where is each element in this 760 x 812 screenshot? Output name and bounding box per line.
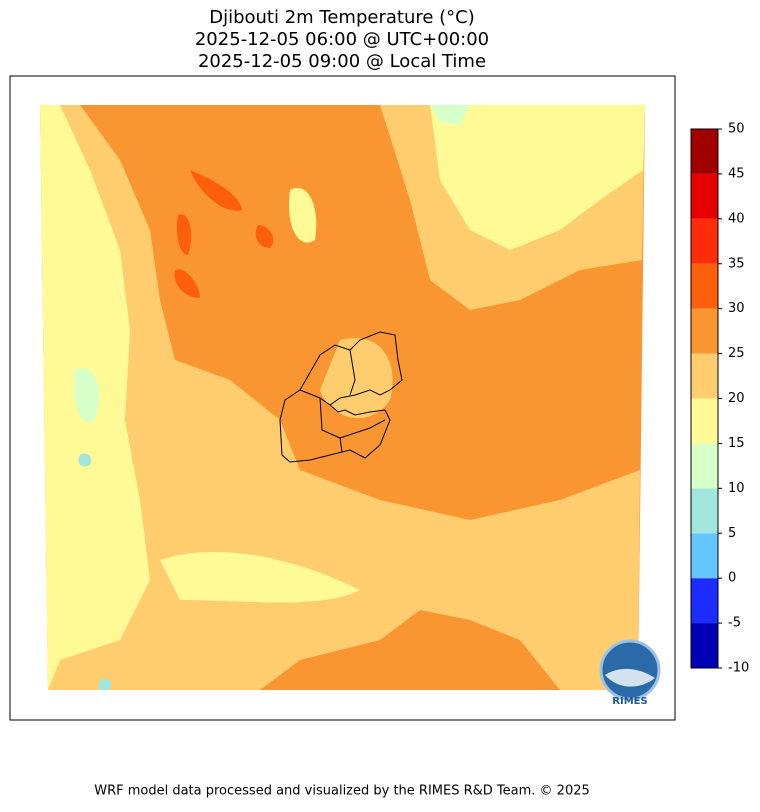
colorbar-tick-label: 40 [728, 211, 745, 226]
title-line: 2025-12-05 09:00 @ Local Time [198, 51, 486, 72]
footer: WRF model data processed and visualized … [94, 784, 590, 799]
colorbar: -10 -5 0 5 10 15 20 25 30 35 40 45 50 [690, 122, 749, 676]
colorbar-tick-label: 45 [728, 166, 745, 181]
colorbar-segment [691, 578, 718, 624]
colorbar-tick-label: 5 [728, 526, 736, 541]
colorbar-tick-label: -10 [728, 661, 749, 676]
colorbar-tick-label: 25 [728, 346, 745, 361]
colorbar-segment [691, 308, 718, 354]
title-line: Djibouti 2m Temperature (°C) [209, 7, 475, 28]
colorbar-segment [691, 218, 718, 264]
colorbar-segment [691, 173, 718, 219]
colorbar-tick-label: 50 [728, 122, 745, 137]
colorbar-tick-label: 35 [728, 256, 745, 271]
colorbar-segment [691, 443, 718, 489]
colorbar-tick-label: -5 [728, 616, 741, 631]
colorbar-segment [691, 533, 718, 579]
colorbar-tick-label: 20 [728, 391, 745, 406]
map [40, 105, 645, 690]
colorbar-tick-label: 15 [728, 436, 745, 451]
colorbar-segment [691, 623, 718, 668]
colorbar-segment [691, 353, 718, 399]
colorbar-tick-label: 10 [728, 481, 745, 496]
colorbar-segment [691, 398, 718, 444]
colorbar-segment [691, 129, 718, 174]
colorbar-tick-label: 30 [728, 301, 745, 316]
colorbar-segment [691, 488, 718, 534]
logo-text: RIMES [612, 696, 647, 707]
colorbar-tick-label: 0 [728, 571, 736, 586]
title-line: 2025-12-05 06:00 @ UTC+00:00 [195, 29, 489, 50]
logo: RIMES [599, 639, 661, 707]
colorbar-segment [691, 263, 718, 309]
map-frame [9, 75, 676, 721]
